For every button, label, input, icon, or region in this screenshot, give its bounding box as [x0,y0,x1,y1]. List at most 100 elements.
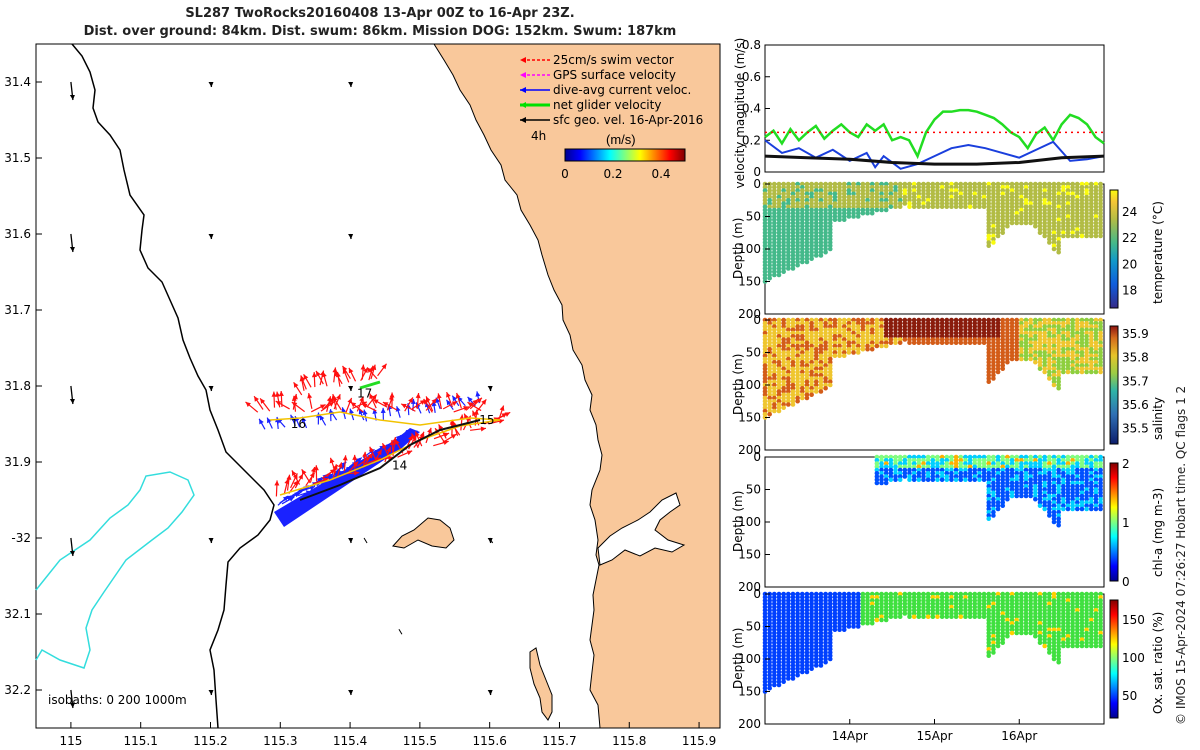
profile-dot [1019,353,1024,359]
profile-dot [795,372,800,378]
profile-dot [799,223,805,229]
profile-dot [911,457,917,463]
swim-vector-head [307,393,313,399]
profile-dot [986,611,992,616]
profile-dot [977,474,982,479]
profile-dot [767,385,772,391]
profile-dot [786,207,791,213]
profile-dot [799,350,805,355]
profile-dot [841,204,847,210]
profile-dot [902,317,908,323]
profile-dot [1019,474,1024,479]
profile-dot [879,201,884,206]
profile-dot [1000,487,1006,492]
profile-dot [1084,483,1089,489]
profile-dot [1093,214,1099,219]
profile-dot [902,201,908,206]
profile-dot [823,372,828,378]
profile-dot [1088,594,1094,600]
geo-arrowhead [208,82,214,87]
profile-dot [846,210,852,216]
profile-dot [772,398,777,404]
profile-dot [995,643,1001,649]
profile-dot [1014,591,1020,597]
profile-dot [795,240,800,245]
profile-dot [995,480,1001,486]
profile-dot [958,477,964,483]
profile-dot [1098,487,1103,492]
profile-dot [911,467,917,473]
profile-dot [776,207,782,213]
profile-dot [767,204,772,210]
profile-dot [1070,477,1075,483]
profile-dot [841,197,847,203]
colorbar-tick: 50 [1122,689,1137,703]
profile-dot [1079,464,1085,470]
profile-dot [762,630,768,636]
profile-dot [786,266,791,271]
profile-dot [879,324,884,329]
profile-dot [1065,197,1071,203]
profile-dot [804,656,810,662]
profile-dot [786,666,791,672]
profile-dot [981,201,987,206]
profile-dot [883,204,889,210]
profile-dot [1093,594,1099,600]
profile-dot [799,249,805,255]
profile-dot [1037,614,1043,620]
profile-dot [772,256,777,262]
profile-dot [916,181,922,187]
profile-dot [1084,230,1089,236]
profile-dot [781,320,786,326]
profile-dot [967,191,973,197]
profile-dot [883,197,889,203]
profile-dot [827,210,833,216]
profile-dot [1028,333,1033,339]
profile-dot [1093,343,1099,349]
profile-dot [827,624,833,629]
profile-dot [995,598,1001,603]
profile-dot [841,327,847,333]
profile-dot [1037,217,1043,223]
profile-dot [767,620,772,626]
current-vector-head [341,407,347,413]
profile-dot [944,320,950,326]
profile-dot [1079,480,1085,486]
profile-dot [1061,359,1066,365]
profile-dot [1023,337,1029,342]
profile-dot [893,333,898,339]
profile-dot [799,379,805,385]
profile-dot [949,181,954,187]
profile-dot [1079,359,1085,365]
profile-dot [1033,217,1038,223]
profile-dot [1065,633,1071,639]
profile-dot [1051,346,1057,352]
profile-dot [865,607,870,613]
profile-dot [781,259,786,265]
profile-dot [1088,369,1094,375]
profile-dot [776,369,782,375]
profile-dot [1042,230,1047,236]
profile-dot [1042,506,1047,512]
profile-dot [1079,474,1085,479]
profile-dot [1088,201,1094,206]
profile-dot [883,598,889,603]
profile-dot [786,236,791,242]
profile-dot [818,617,824,623]
profile-dot [1093,210,1099,216]
profile-dot [846,607,852,613]
profile-dot [958,201,964,206]
profile-dot [1088,210,1094,216]
profile-dot [1019,454,1024,460]
profile-dot [762,646,768,652]
profile-dot [1051,340,1057,346]
profile-dot [855,181,861,187]
profile-dot [991,194,996,200]
profile-dot [762,611,768,616]
profile-dot [949,591,954,597]
profile-dot [1079,324,1085,329]
profile-dot [795,253,800,258]
profile-dot [986,191,992,197]
profile-dot [841,614,847,620]
profile-dot [837,350,842,355]
